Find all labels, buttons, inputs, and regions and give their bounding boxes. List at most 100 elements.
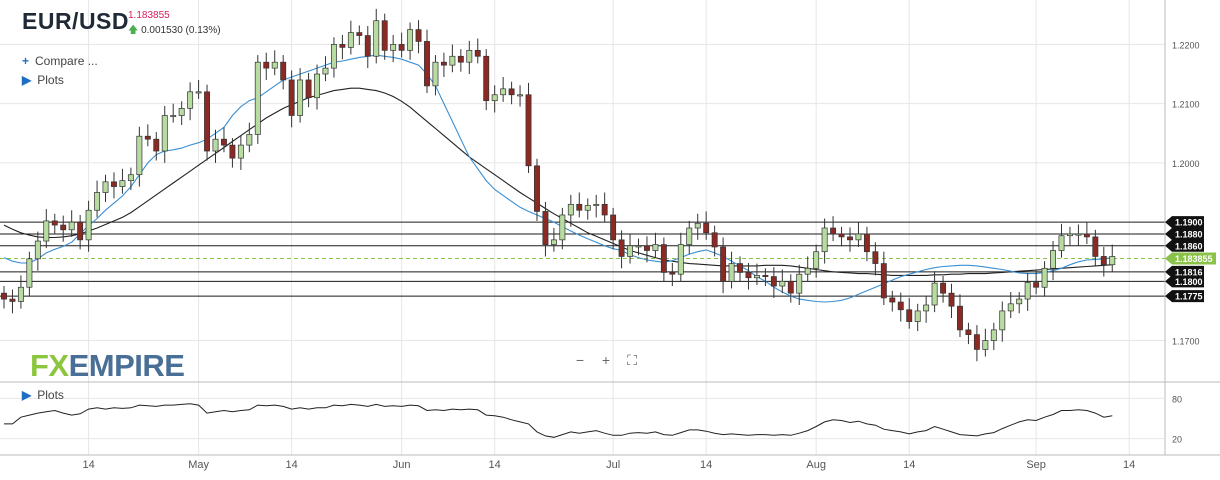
candle-52[interactable] (440, 52, 447, 77)
candle-85[interactable] (720, 237, 727, 294)
candle-102[interactable] (863, 226, 870, 262)
candle-109[interactable] (923, 295, 930, 323)
candle-38[interactable] (322, 56, 329, 82)
candle-0[interactable] (1, 286, 7, 309)
candle-2[interactable] (17, 275, 24, 309)
candle-33[interactable] (280, 55, 287, 90)
candle-80[interactable] (677, 232, 684, 282)
candle-20[interactable] (170, 103, 177, 123)
candle-6[interactable] (51, 213, 58, 235)
sub-plots-menu[interactable]: ▶ Plots (22, 388, 64, 402)
candle-72[interactable] (610, 207, 617, 250)
candle-53[interactable] (449, 44, 456, 73)
candle-40[interactable] (339, 34, 346, 60)
zoom-in-button[interactable]: + (601, 352, 611, 368)
candle-32[interactable] (271, 50, 278, 76)
compare-menu[interactable]: + Compare ... (22, 54, 98, 68)
candle-93[interactable] (787, 274, 794, 303)
candle-108[interactable] (914, 303, 921, 332)
candle-94[interactable] (796, 264, 803, 306)
candle-3[interactable] (26, 251, 33, 297)
candle-18[interactable] (153, 132, 160, 161)
candle-119[interactable] (1007, 291, 1014, 319)
candle-121[interactable] (1024, 273, 1031, 311)
candle-62[interactable] (525, 82, 532, 173)
candle-49[interactable] (415, 20, 422, 54)
candle-36[interactable] (305, 72, 312, 108)
candle-69[interactable] (584, 198, 591, 220)
candle-73[interactable] (618, 230, 625, 269)
candle-55[interactable] (466, 40, 473, 75)
candle-105[interactable] (889, 290, 896, 312)
candle-120[interactable] (1016, 291, 1023, 314)
candle-43[interactable] (364, 26, 371, 69)
candle-26[interactable] (221, 127, 227, 153)
candle-71[interactable] (601, 192, 608, 223)
candle-46[interactable] (390, 34, 397, 63)
candle-21[interactable] (178, 101, 185, 125)
candle-123[interactable] (1041, 261, 1048, 297)
zoom-out-button[interactable]: − (575, 352, 585, 368)
candle-41[interactable] (347, 20, 354, 55)
candle-110[interactable] (931, 271, 938, 313)
candle-42[interactable] (356, 25, 363, 46)
candle-86[interactable] (728, 251, 735, 289)
candle-23[interactable] (195, 79, 202, 99)
candle-117[interactable] (990, 322, 997, 351)
candle-99[interactable] (838, 226, 845, 247)
candle-29[interactable] (246, 122, 253, 153)
candle-129[interactable] (1092, 229, 1099, 266)
candle-76[interactable] (644, 236, 650, 263)
fit-screen-icon[interactable]: ⛶ (627, 352, 637, 368)
candle-101[interactable] (855, 222, 862, 247)
candle-35[interactable] (297, 68, 304, 123)
candle-124[interactable] (1050, 241, 1056, 281)
candle-9[interactable] (77, 214, 84, 250)
candle-45[interactable] (381, 13, 388, 60)
candle-81[interactable] (686, 220, 693, 255)
candle-127[interactable] (1075, 224, 1082, 246)
candle-28[interactable] (237, 135, 244, 170)
candle-90[interactable] (762, 268, 769, 287)
candle-130[interactable] (1100, 246, 1107, 277)
candle-47[interactable] (398, 32, 405, 58)
candle-92[interactable] (779, 269, 786, 294)
candle-54[interactable] (457, 49, 464, 72)
candle-74[interactable] (627, 233, 633, 264)
candle-16[interactable] (136, 126, 143, 187)
candle-82[interactable] (694, 213, 701, 240)
candle-61[interactable] (517, 85, 524, 107)
candle-56[interactable] (474, 38, 481, 64)
candle-7[interactable] (60, 215, 67, 242)
candle-84[interactable] (711, 225, 718, 257)
candle-104[interactable] (880, 251, 887, 306)
candle-60[interactable] (508, 81, 515, 105)
candle-128[interactable] (1083, 222, 1090, 245)
candle-97[interactable] (821, 218, 828, 264)
candle-95[interactable] (804, 256, 811, 282)
candle-122[interactable] (1033, 270, 1040, 295)
candle-118[interactable] (999, 301, 1006, 342)
candle-30[interactable] (254, 55, 261, 144)
candle-17[interactable] (144, 124, 151, 147)
candle-5[interactable] (43, 209, 50, 249)
candle-111[interactable] (940, 275, 947, 303)
candle-12[interactable] (102, 174, 109, 202)
candle-10[interactable] (85, 200, 92, 252)
candle-67[interactable] (567, 194, 574, 227)
candle-116[interactable] (982, 328, 989, 357)
candle-77[interactable] (652, 232, 659, 258)
candle-125[interactable] (1058, 223, 1065, 258)
candle-44[interactable] (373, 8, 380, 64)
candle-51[interactable] (432, 55, 439, 96)
candle-22[interactable] (187, 82, 194, 121)
candle-48[interactable] (407, 22, 414, 60)
candle-100[interactable] (847, 227, 853, 252)
candle-14[interactable] (119, 168, 126, 194)
plots-menu[interactable]: ▶ Plots (22, 73, 64, 87)
candle-65[interactable] (550, 228, 557, 252)
candle-64[interactable] (542, 201, 549, 257)
candle-31[interactable] (263, 52, 270, 80)
candle-96[interactable] (813, 244, 820, 278)
candle-89[interactable] (753, 263, 760, 285)
